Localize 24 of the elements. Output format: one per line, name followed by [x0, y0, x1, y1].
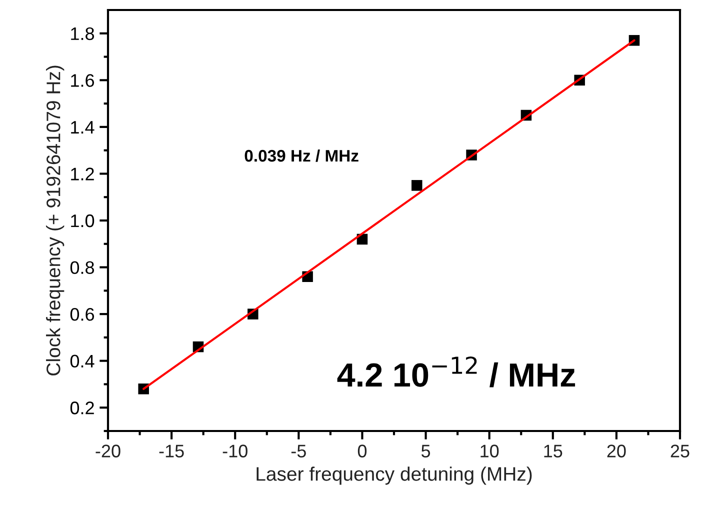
- x-tick-label: 0: [358, 444, 367, 458]
- x-tick-label: -20: [96, 444, 120, 458]
- y-tick-label: 1.2: [71, 168, 94, 180]
- y-axis-title: Clock frequency (+ 9192641079 Hz): [46, 66, 64, 376]
- y-tick-label: 0.2: [70, 402, 94, 414]
- x-tick-label: -10: [222, 444, 248, 458]
- x-tick-label: -5: [291, 444, 306, 458]
- y-tick-label: 0.8: [70, 261, 94, 274]
- x-tick-label: -15: [159, 444, 184, 458]
- annotation: 4.2 10$^{−12}$ / MHz: [337, 356, 576, 388]
- x-axis-title: Laser frequency detuning (MHz): [256, 466, 532, 485]
- y-tick-label: 0.4: [70, 354, 94, 368]
- annotation: 0.039 Hz / MHz: [244, 149, 358, 162]
- point: [412, 180, 422, 191]
- x-tick-label: 5: [421, 444, 430, 458]
- y-tick-label: 0.6: [70, 308, 94, 321]
- y-tick-label: 1.0: [71, 214, 94, 228]
- y-tick-label: 1.8: [71, 27, 94, 40]
- x-tick-label: 15: [544, 444, 562, 458]
- x-tick-label: 25: [670, 444, 690, 458]
- y-tick-label: 1.4: [71, 121, 94, 134]
- y-tick-label: 1.6: [71, 74, 94, 87]
- x-tick-label: 20: [607, 444, 626, 458]
- x-tick-label: 10: [480, 444, 499, 458]
